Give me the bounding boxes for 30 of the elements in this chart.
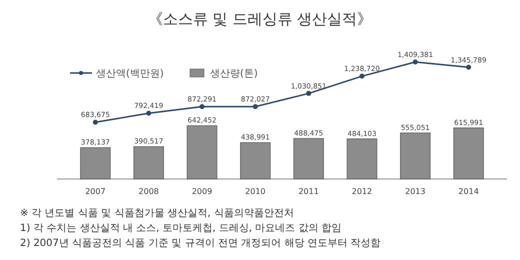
x-tick-label: 2014 xyxy=(458,187,479,196)
x-tick-label: 2012 xyxy=(352,187,372,196)
x-tick-label: 2007 xyxy=(85,187,106,196)
point xyxy=(412,60,418,64)
point xyxy=(359,74,364,79)
bar xyxy=(80,147,111,180)
bar xyxy=(133,146,164,180)
point xyxy=(200,104,205,110)
bar xyxy=(453,128,484,180)
point xyxy=(306,90,312,96)
x-tick-label: 2010 xyxy=(245,187,266,196)
x-tick-label: 2013 xyxy=(405,187,426,196)
point xyxy=(92,120,98,125)
point xyxy=(146,110,152,116)
text: 2) 2007년 식품공전의 식품 기준 및 규격이 전면 개정되어 해당 연도부터 작성함 xyxy=(20,238,381,249)
bar xyxy=(400,132,431,180)
x-tick-label: 2011 xyxy=(298,187,319,196)
text: 1) 각 수치는 생산실적 내 소스, 토마토케첩, 드레싱, 마요네즈 값의 합임 xyxy=(20,223,342,234)
bar xyxy=(293,138,324,180)
bar xyxy=(346,138,378,180)
legend-label: 생산량(톤) xyxy=(210,68,258,80)
point xyxy=(252,104,258,110)
point xyxy=(466,64,472,70)
bar xyxy=(240,142,271,180)
x-tick-label: 2008 xyxy=(138,187,159,196)
text: ※ 각 년도별 식품 및 식품첨가물 생산실적, 식품의약품안전처 xyxy=(20,208,294,219)
legend-label: 생산액(백만원) xyxy=(96,68,164,80)
x-tick-label: 2009 xyxy=(192,187,212,196)
bar xyxy=(186,125,218,180)
chart-title: 《소스류 및 드레싱류 생산실적》 xyxy=(148,10,372,28)
